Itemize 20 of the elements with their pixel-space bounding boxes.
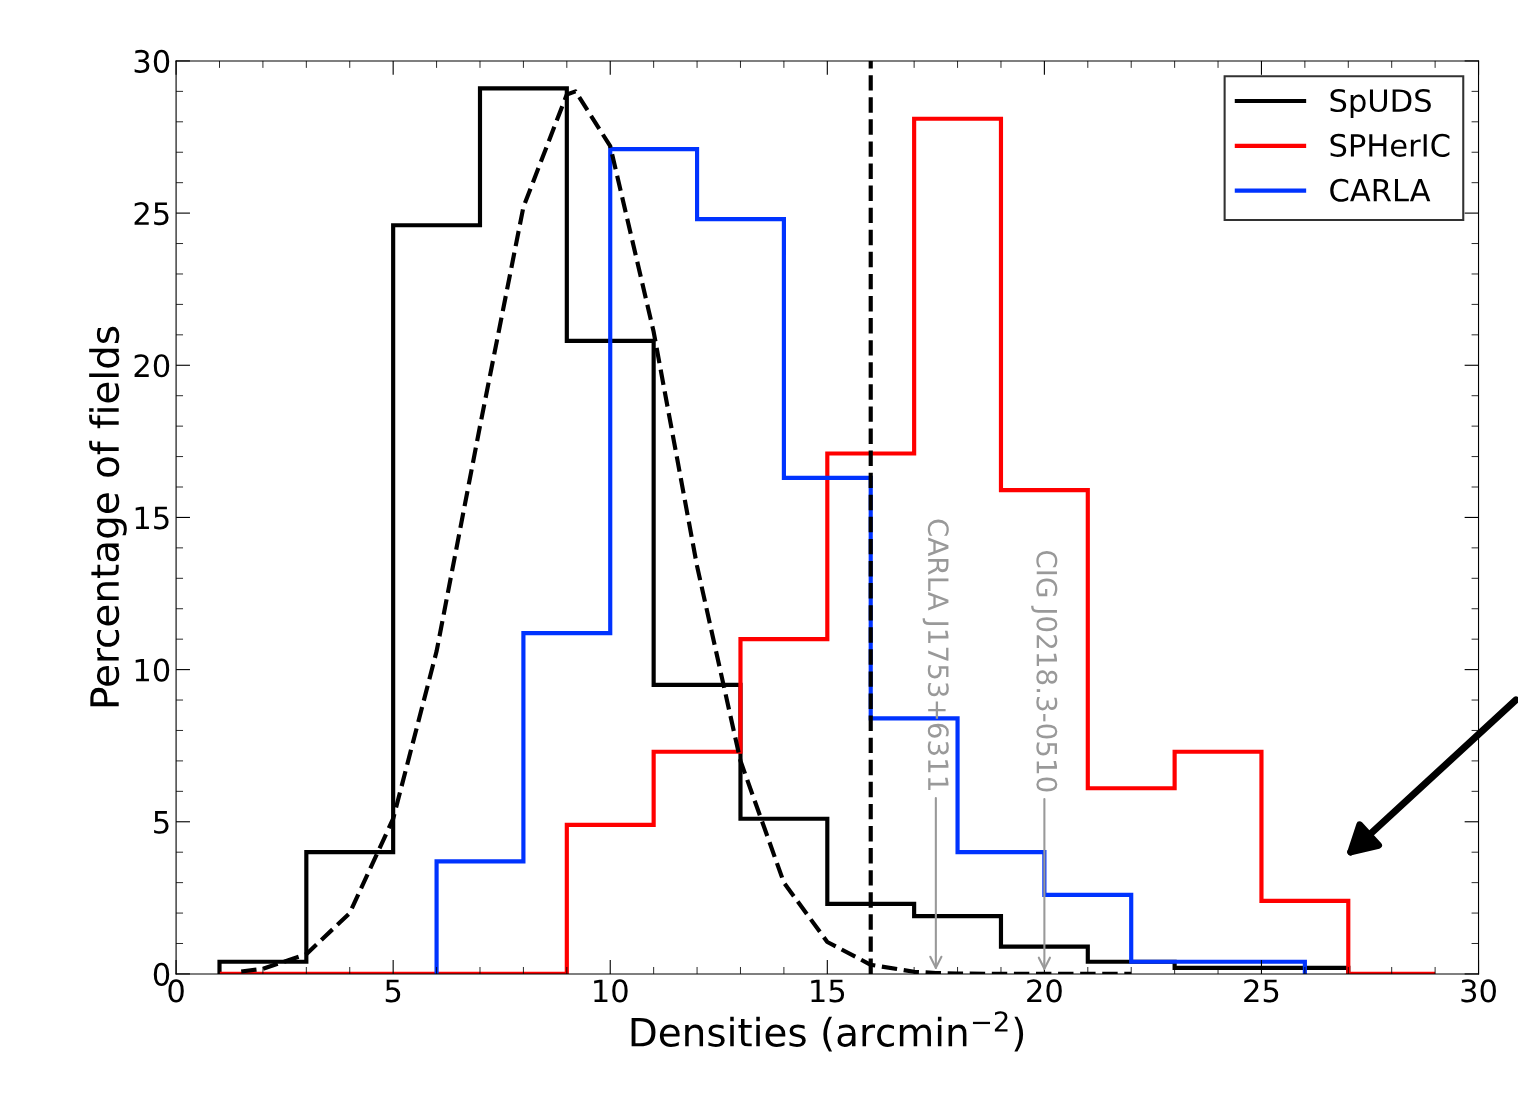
y-tick-label: 15 — [135, 506, 169, 530]
x-tick-label: 5 — [385, 979, 401, 1003]
x-tick-label: 30 — [1461, 979, 1496, 1003]
annotation: CIG J0218.3-0510 — [1031, 550, 1058, 792]
legend-label: SpUDS — [1330, 88, 1431, 119]
annotation: CARLA J1753+6311 — [922, 519, 949, 790]
legend-label: CARLA — [1330, 178, 1431, 202]
y-tick-label: 30 — [134, 49, 170, 73]
x-tick-label: 20 — [1027, 979, 1062, 1003]
y-tick-label: 5 — [154, 811, 169, 834]
legend-label: SPHerIC — [1330, 133, 1450, 157]
x-axis-title: Densities (arcmin$^{−2}$) — [631, 1011, 1024, 1052]
x-tick-label: 25 — [1244, 979, 1279, 1003]
y-axis-title: Percentage of fields — [89, 326, 127, 707]
y-tick-label: 0 — [153, 962, 170, 986]
y-tick-label: 20 — [134, 354, 170, 378]
y-tick-label: 25 — [134, 202, 169, 226]
x-tick-label: 15 — [811, 979, 845, 1003]
y-tick-label: 10 — [135, 658, 170, 682]
x-tick-label: 10 — [594, 979, 628, 1003]
